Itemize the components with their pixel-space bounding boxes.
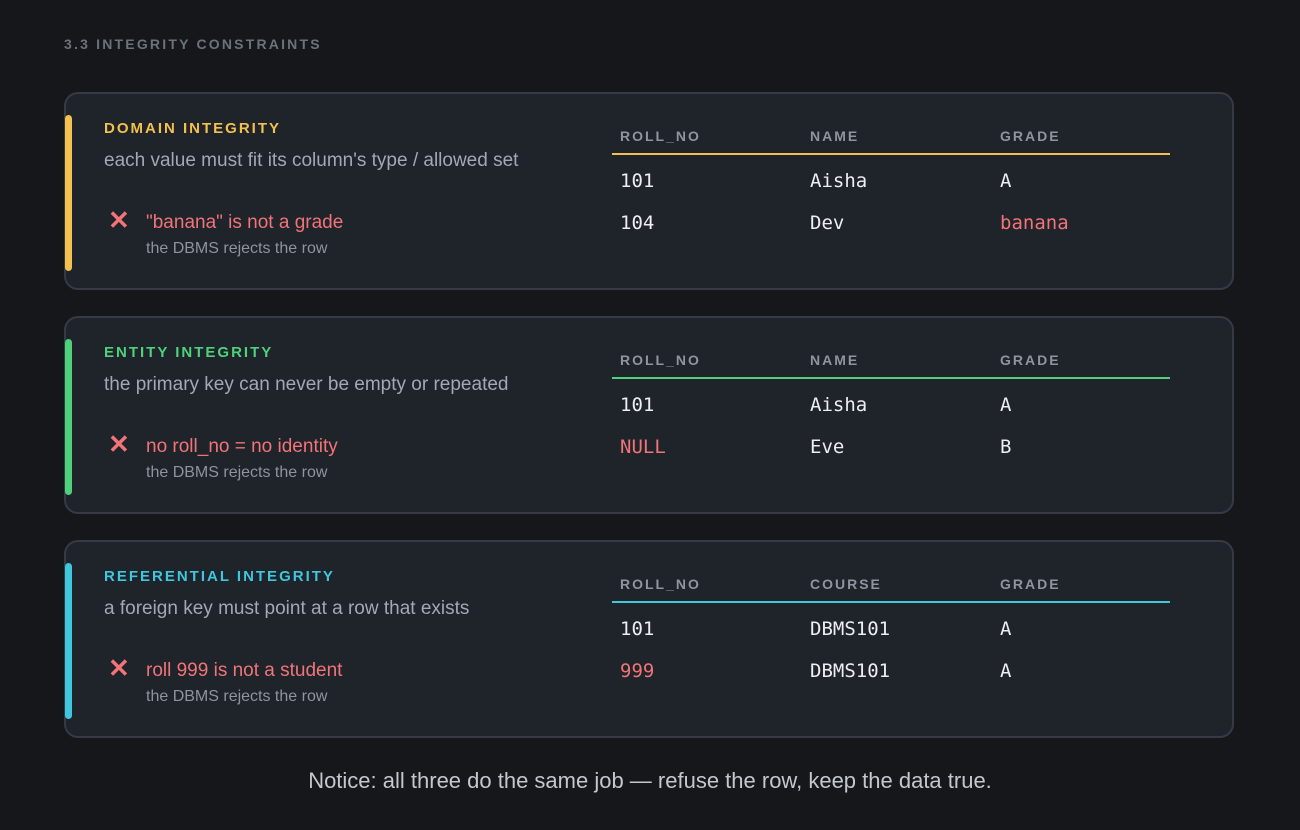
card-accent-bar	[65, 339, 72, 495]
table-cell: B	[1000, 436, 1012, 458]
column-header: GRADE	[1000, 128, 1061, 144]
invalid-cell: NULL	[620, 436, 666, 458]
table-cell: Aisha	[810, 394, 868, 416]
error-subtitle: the DBMS rejects the row	[146, 240, 328, 257]
card-title: ENTITY INTEGRITY	[104, 344, 274, 361]
domain-integrity-card: DOMAIN INTEGRITY each value must fit its…	[64, 92, 1234, 290]
column-header: ROLL_NO	[620, 352, 701, 368]
table-cell: 101	[620, 618, 655, 640]
table-cell: Eve	[810, 436, 845, 458]
card-title: REFERENTIAL INTEGRITY	[104, 568, 335, 585]
x-mark-icon: ✕	[108, 205, 130, 235]
card-description: the primary key can never be empty or re…	[104, 374, 509, 395]
card-description: a foreign key must point at a row that e…	[104, 598, 470, 619]
table-cell: Aisha	[810, 170, 868, 192]
invalid-cell: banana	[1000, 212, 1069, 234]
example-table: ROLL_NO NAME GRADE 101 Aisha A NULL Eve …	[612, 352, 1170, 492]
example-table: ROLL_NO NAME GRADE 101 Aisha A 104 Dev b…	[612, 128, 1170, 268]
error-title: "banana" is not a grade	[146, 212, 344, 233]
x-mark-icon: ✕	[108, 429, 130, 459]
referential-integrity-card: REFERENTIAL INTEGRITY a foreign key must…	[64, 540, 1234, 738]
header-rule	[612, 153, 1170, 155]
table-cell: DBMS101	[810, 618, 891, 640]
card-title: DOMAIN INTEGRITY	[104, 120, 281, 137]
column-header: ROLL_NO	[620, 576, 701, 592]
column-header: GRADE	[1000, 576, 1061, 592]
footer-note: Notice: all three do the same job — refu…	[308, 768, 992, 793]
error-title: roll 999 is not a student	[146, 660, 343, 681]
example-table: ROLL_NO COURSE GRADE 101 DBMS101 A 999 D…	[612, 576, 1170, 716]
table-cell: 104	[620, 212, 655, 234]
error-subtitle: the DBMS rejects the row	[146, 688, 328, 705]
error-subtitle: the DBMS rejects the row	[146, 464, 328, 481]
column-header: NAME	[810, 128, 860, 144]
x-mark-icon: ✕	[108, 653, 130, 683]
table-cell: 101	[620, 170, 655, 192]
table-cell: 101	[620, 394, 655, 416]
card-accent-bar	[65, 115, 72, 271]
column-header: NAME	[810, 352, 860, 368]
column-header: COURSE	[810, 576, 882, 592]
error-title: no roll_no = no identity	[146, 436, 338, 457]
table-cell: Dev	[810, 212, 845, 234]
invalid-cell: 999	[620, 660, 655, 682]
card-description: each value must fit its column's type / …	[104, 150, 519, 171]
table-cell: A	[1000, 618, 1012, 640]
header-rule	[612, 601, 1170, 603]
table-cell: DBMS101	[810, 660, 891, 682]
column-header: GRADE	[1000, 352, 1061, 368]
entity-integrity-card: ENTITY INTEGRITY the primary key can nev…	[64, 316, 1234, 514]
section-label: 3.3 INTEGRITY CONSTRAINTS	[64, 36, 322, 52]
table-cell: A	[1000, 170, 1012, 192]
header-rule	[612, 377, 1170, 379]
column-header: ROLL_NO	[620, 128, 701, 144]
card-accent-bar	[65, 563, 72, 719]
table-cell: A	[1000, 394, 1012, 416]
table-cell: A	[1000, 660, 1012, 682]
